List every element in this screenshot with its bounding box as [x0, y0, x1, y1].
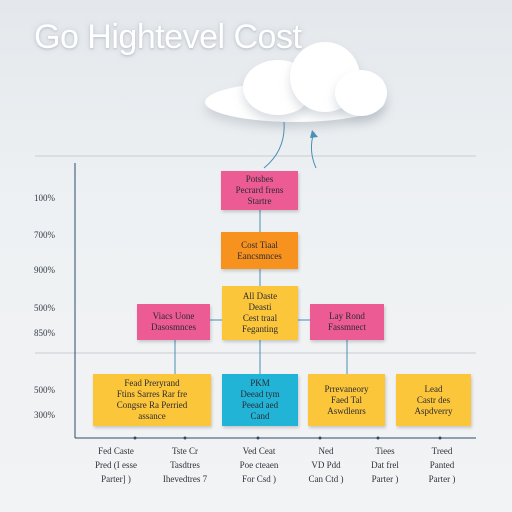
node-cost: Cost Tiaal Eancsmnces	[221, 232, 298, 269]
bottom-label: Tiees Dat frel Parter )	[371, 446, 399, 484]
y-axis-label: 500%	[34, 385, 55, 395]
page-title: Go Hightevel Cost	[34, 18, 302, 56]
cloud-icon	[205, 40, 390, 130]
node-top: Potsbes Pecrard frens Startre	[221, 171, 298, 210]
bottom-label: Ved Ceat Poe cteaen For Csd )	[239, 446, 279, 484]
bottom-label: Treed Panted Parter )	[428, 446, 456, 484]
y-axis-label: 850%	[34, 328, 55, 338]
node-bottom-4: Lead Castr des Aspdverry	[396, 374, 471, 426]
node-center: All Daste Deasti Cest traal Feganting	[222, 286, 298, 340]
bottom-label: Ned VD Pdd Can Ctd )	[308, 446, 344, 484]
bottom-label: Tste Cr Tasdtres Ihevedtres 7	[162, 446, 208, 484]
node-bottom-2: PKM Deead tym Peead aed Cand	[222, 374, 298, 426]
node-bottom-1: Fead Preryrand Ftins Sarres Rar fre Cong…	[93, 374, 211, 426]
y-axis-label: 900%	[34, 265, 55, 275]
node-right-pink: Lay Rond Fassmnect	[310, 304, 384, 340]
node-left-pink: Viacs Uone Dasosmnces	[137, 304, 210, 340]
y-axis-label: 100%	[34, 193, 55, 203]
y-axis-label: 700%	[34, 230, 55, 240]
y-axis-label: 500%	[34, 303, 55, 313]
bottom-label: Fed Caste Pred (I esse Parter] )	[95, 446, 137, 484]
node-bottom-3: Prrevaneory Faed Tal Aswdlenrs	[308, 374, 385, 426]
y-axis-label: 300%	[34, 410, 55, 420]
